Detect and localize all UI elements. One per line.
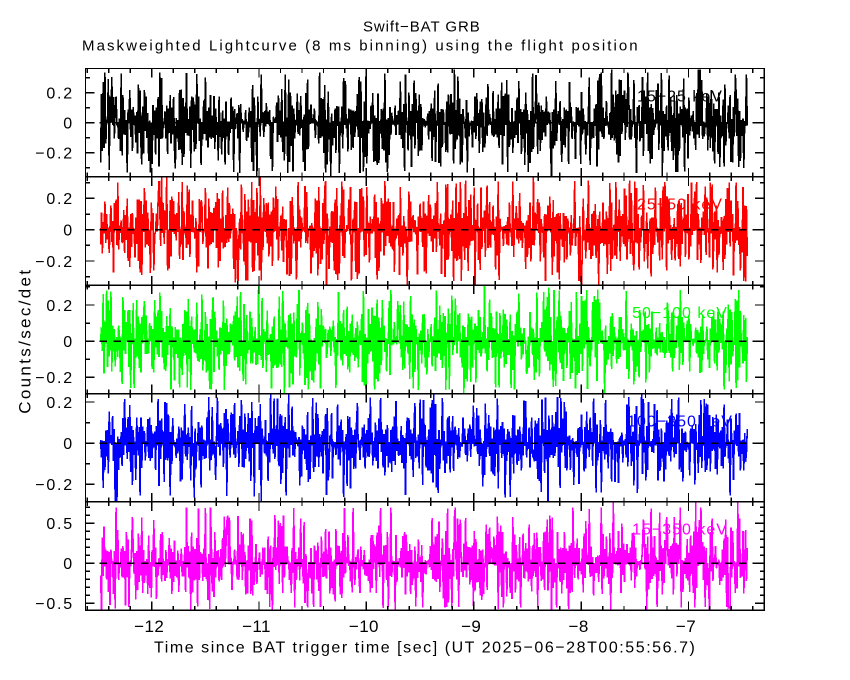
svg-text:Time since BAT trigger time [s: Time since BAT trigger time [sec] (UT 20… [154,640,696,657]
svg-text:0.2: 0.2 [46,395,74,412]
svg-text:−12: −12 [134,617,164,636]
svg-text:0: 0 [63,556,74,573]
svg-text:−0.2: −0.2 [35,146,74,163]
svg-text:−0.5: −0.5 [35,596,74,613]
svg-text:−9: −9 [461,617,481,636]
svg-text:0.5: 0.5 [46,516,74,533]
svg-text:Counts/sec/det: Counts/sec/det [16,268,35,414]
svg-text:−8: −8 [569,617,589,636]
svg-text:0: 0 [63,116,74,133]
svg-text:−7: −7 [676,617,696,636]
svg-text:50−100 keV: 50−100 keV [632,305,728,322]
svg-text:0: 0 [63,436,74,453]
svg-text:−0.2: −0.2 [35,477,74,494]
svg-text:100−350 keV: 100−350 keV [627,413,733,430]
svg-text:0.2: 0.2 [46,298,74,315]
svg-text:25−50 keV: 25−50 keV [637,197,723,214]
svg-text:0: 0 [63,334,74,351]
svg-text:0.2: 0.2 [46,191,74,208]
svg-text:15−25 keV: 15−25 keV [637,88,723,105]
svg-text:−0.2: −0.2 [35,370,74,387]
svg-text:−0.2: −0.2 [35,254,74,271]
svg-text:0: 0 [63,223,74,240]
svg-text:−10: −10 [349,617,379,636]
svg-text:0.2: 0.2 [46,86,74,103]
svg-text:Swift−BAT GRB: Swift−BAT GRB [363,19,481,36]
svg-text:15−350 keV: 15−350 keV [632,522,728,539]
svg-text:Maskweighted Lightcurve (8 ms: Maskweighted Lightcurve (8 ms binning) u… [82,38,640,55]
svg-text:−11: −11 [242,617,271,636]
